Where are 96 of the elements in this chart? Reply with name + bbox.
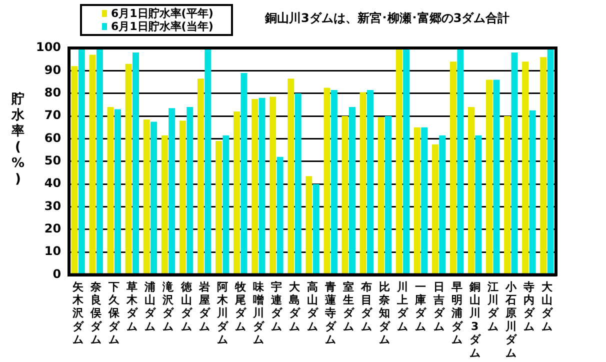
x-tick-label: 寺内ダム bbox=[522, 280, 536, 333]
y-tick-label: 70 bbox=[44, 108, 62, 122]
bar bbox=[96, 48, 103, 274]
bar bbox=[330, 90, 338, 274]
bar bbox=[125, 64, 132, 274]
bar bbox=[294, 93, 302, 274]
bar bbox=[215, 140, 222, 274]
bar bbox=[258, 98, 266, 274]
bar bbox=[432, 144, 438, 274]
x-tick-label: 江川ダム bbox=[486, 280, 500, 333]
bar bbox=[342, 116, 348, 274]
y-tick-label: 100 bbox=[36, 40, 62, 54]
y-tick-label: 40 bbox=[44, 176, 62, 190]
bar bbox=[366, 90, 374, 274]
x-tick-label: 大島ダム bbox=[288, 280, 301, 333]
bar bbox=[403, 48, 410, 274]
bar bbox=[252, 99, 258, 274]
bar bbox=[540, 57, 547, 274]
x-tick-label: 矢木沢ダム bbox=[72, 280, 85, 346]
bar bbox=[186, 106, 194, 274]
bar bbox=[348, 106, 356, 274]
bar bbox=[132, 52, 140, 274]
x-tick-label: 徳山ダム bbox=[180, 280, 193, 333]
bar bbox=[179, 120, 186, 274]
bar bbox=[378, 117, 384, 274]
x-tick-label: 銅山川3ダム bbox=[468, 280, 482, 360]
bar bbox=[78, 48, 85, 274]
x-tick-label: 阿木川ダム bbox=[216, 280, 229, 346]
bar bbox=[114, 109, 121, 274]
x-tick-label: 味噌川ダム bbox=[252, 280, 265, 346]
x-tick-label: 宇連ダム bbox=[270, 280, 283, 333]
bar bbox=[197, 78, 204, 274]
bar bbox=[468, 106, 474, 274]
bar bbox=[143, 119, 150, 274]
x-tick-label: 下久保ダム bbox=[108, 280, 121, 346]
bar bbox=[89, 54, 96, 274]
bar bbox=[511, 52, 518, 274]
bar bbox=[107, 106, 114, 274]
x-tick-label: 一庫ダム bbox=[414, 280, 428, 333]
y-tick-label: 60 bbox=[44, 130, 62, 145]
bar bbox=[234, 112, 240, 274]
bar bbox=[385, 116, 392, 274]
bar bbox=[486, 80, 493, 274]
bar bbox=[493, 80, 500, 274]
chart-title: 銅山川3ダムは、新宮･柳瀬･富郷の3ダム合計 bbox=[265, 10, 510, 27]
bar bbox=[475, 135, 482, 274]
y-tick-label: 20 bbox=[44, 222, 62, 236]
bar bbox=[71, 66, 78, 274]
x-tick-label: 早明浦ダム bbox=[450, 280, 464, 346]
bar bbox=[360, 92, 366, 274]
bar bbox=[270, 96, 276, 274]
x-tick-label: 小石原川ダム bbox=[504, 280, 518, 360]
bar bbox=[522, 62, 529, 274]
x-tick-label: 室生ダム bbox=[342, 280, 356, 333]
x-tick-label: 岩屋ダム bbox=[198, 280, 211, 333]
y-tick-label: 10 bbox=[44, 244, 62, 258]
bar bbox=[288, 78, 294, 274]
legend-label: 6月1日貯水率(平年) bbox=[110, 7, 214, 20]
x-tick-label: 布目ダム bbox=[360, 280, 374, 333]
bar bbox=[161, 135, 168, 274]
bar bbox=[529, 110, 536, 274]
bar bbox=[168, 108, 176, 274]
y-tick-label: 90 bbox=[44, 62, 62, 77]
bar bbox=[240, 72, 248, 274]
bar bbox=[421, 127, 428, 274]
bar bbox=[204, 48, 212, 274]
x-tick-label: 牧尾ダム bbox=[234, 280, 247, 333]
x-tick-label: 草木ダム bbox=[126, 280, 139, 333]
y-tick-label: 80 bbox=[44, 85, 62, 100]
x-tick-label: 比奈知ダム bbox=[378, 280, 392, 346]
bar bbox=[312, 184, 320, 274]
bar bbox=[396, 48, 402, 274]
x-tick-label: 奈良俣ダム bbox=[90, 280, 103, 346]
y-tick-label: 30 bbox=[44, 198, 62, 213]
x-tick-label: 青蓮寺ダム bbox=[324, 280, 338, 346]
bar bbox=[457, 48, 464, 274]
bar bbox=[504, 116, 511, 274]
bar bbox=[450, 62, 456, 274]
bar bbox=[306, 176, 312, 274]
bar bbox=[222, 135, 230, 274]
x-tick-label: 浦山ダム bbox=[144, 280, 157, 333]
bar bbox=[547, 48, 554, 274]
x-tick-label: 川上ダム bbox=[396, 280, 410, 333]
bar bbox=[150, 122, 158, 274]
x-tick-label: 日吉ダム bbox=[432, 280, 446, 333]
x-tick-label: 高山ダム bbox=[307, 280, 320, 333]
x-tick-label: 大山ダム bbox=[541, 280, 554, 333]
bar bbox=[324, 88, 330, 274]
y-tick-label: 50 bbox=[44, 154, 62, 168]
bar bbox=[439, 135, 446, 274]
bar bbox=[276, 156, 284, 274]
y-axis-title: 貯水率(%) bbox=[10, 92, 26, 188]
x-tick-label: 滝沢ダム bbox=[162, 280, 175, 333]
y-tick-label: 0 bbox=[52, 266, 62, 281]
legend-label: 6月1日貯水率(当年) bbox=[110, 20, 214, 33]
bar bbox=[414, 127, 420, 274]
